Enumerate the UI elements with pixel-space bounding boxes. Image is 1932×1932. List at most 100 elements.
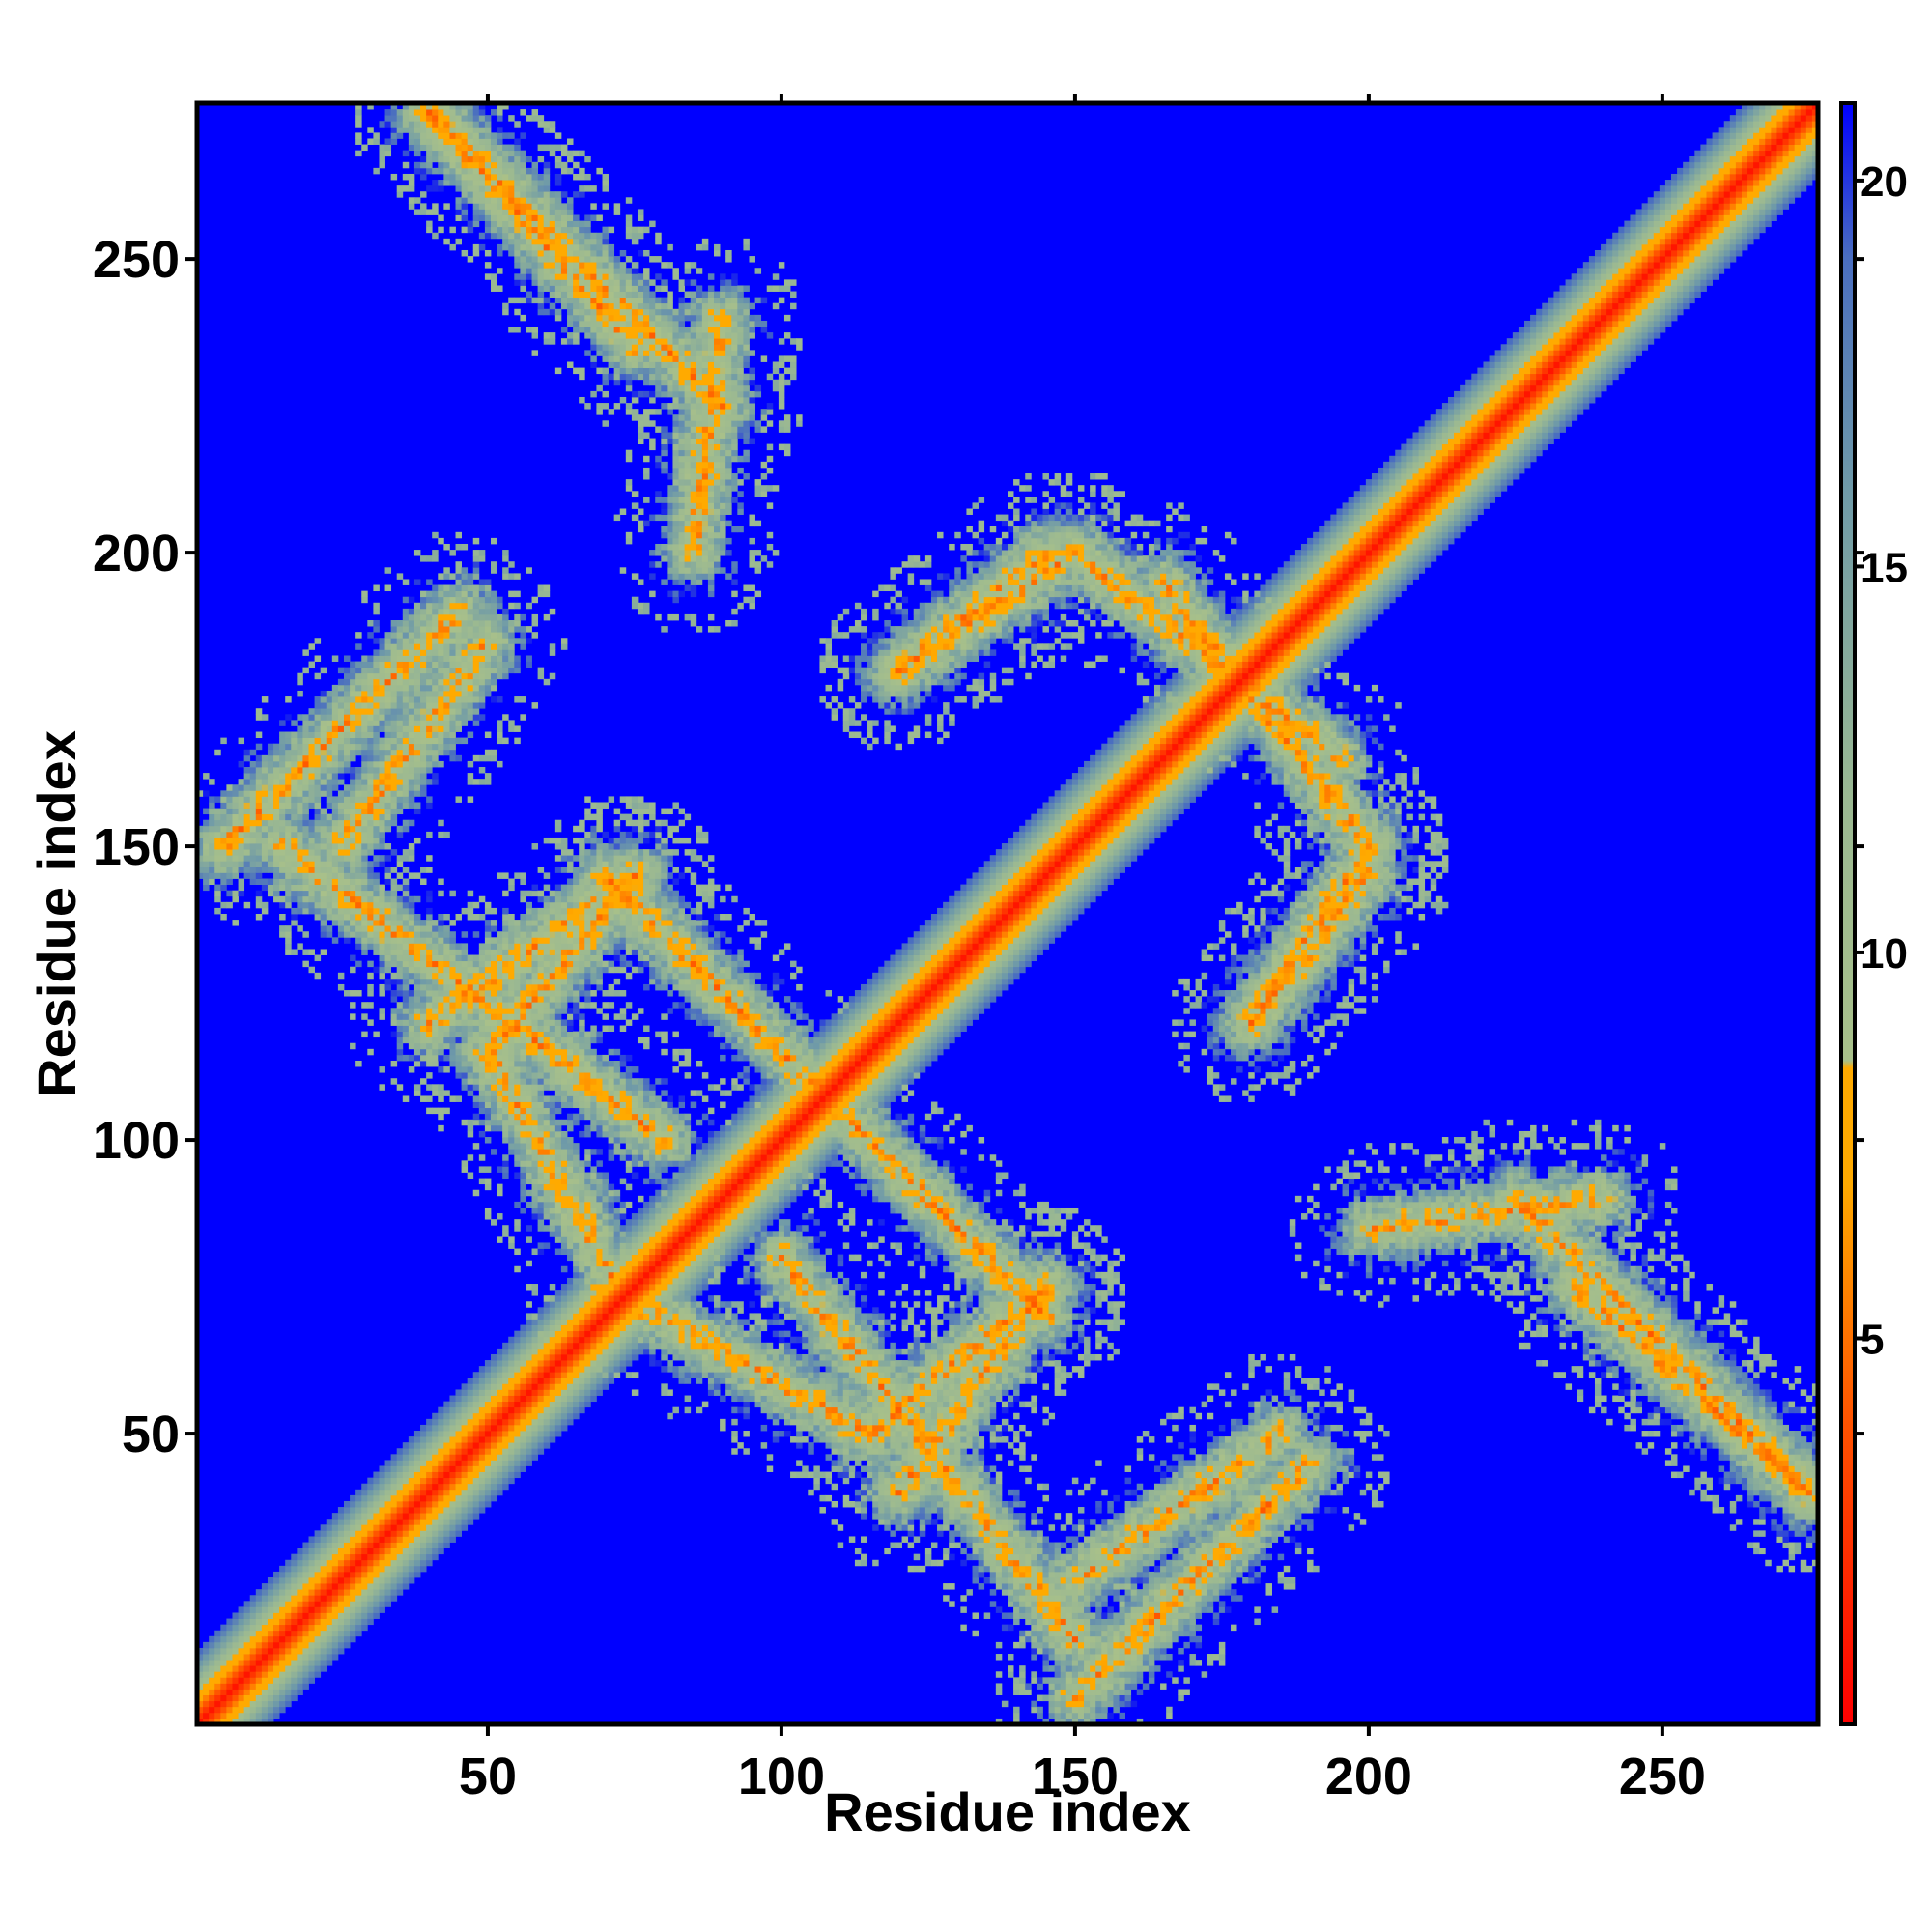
heatmap-cell xyxy=(332,1543,338,1548)
heatmap-cell xyxy=(502,1407,508,1413)
heatmap-cell xyxy=(332,796,338,802)
heatmap-cell xyxy=(426,1019,432,1025)
heatmap-cell xyxy=(420,1026,426,1032)
heatmap-cell xyxy=(479,197,485,203)
heatmap-cell xyxy=(479,1442,485,1448)
heatmap-cell xyxy=(502,1013,508,1019)
heatmap-cell xyxy=(508,1043,514,1049)
heatmap-cell xyxy=(538,1413,544,1419)
heatmap-cell xyxy=(449,109,455,115)
heatmap-cell xyxy=(473,138,479,144)
heatmap-cell xyxy=(379,861,384,867)
heatmap-cell xyxy=(256,838,262,843)
heatmap-cell xyxy=(291,1636,297,1642)
heatmap-cell xyxy=(262,1660,268,1665)
heatmap-cell xyxy=(332,838,338,843)
heatmap-cell xyxy=(285,738,291,744)
heatmap-cell xyxy=(443,1465,449,1471)
heatmap-cell xyxy=(502,1114,508,1120)
heatmap-cell xyxy=(302,1648,308,1654)
heatmap-cell xyxy=(438,914,443,920)
heatmap-cell xyxy=(479,1013,485,1019)
heatmap-cell xyxy=(426,626,432,632)
heatmap-cell xyxy=(485,1037,491,1043)
heatmap-cell xyxy=(432,168,438,174)
heatmap-cell xyxy=(385,1465,391,1471)
heatmap-cell xyxy=(462,132,468,138)
heatmap-cell xyxy=(550,1366,555,1372)
heatmap-cell xyxy=(391,685,397,691)
heatmap-cell xyxy=(327,1636,332,1642)
heatmap-cell xyxy=(279,767,285,773)
heatmap-cell xyxy=(403,826,409,832)
heatmap-cell xyxy=(268,761,273,767)
heatmap-cell xyxy=(414,714,420,720)
heatmap-cell xyxy=(302,1572,308,1577)
heatmap-cell xyxy=(479,1026,485,1032)
heatmap-cell xyxy=(502,620,508,626)
heatmap-cell xyxy=(485,943,491,949)
heatmap-cell xyxy=(550,338,555,344)
heatmap-cell xyxy=(473,679,479,685)
heatmap-cell xyxy=(473,156,479,162)
heatmap-cell xyxy=(462,197,468,203)
heatmap-cell xyxy=(239,855,244,861)
heatmap-cell xyxy=(209,796,214,802)
heatmap-cell xyxy=(497,961,502,967)
heatmap-cell xyxy=(285,773,291,779)
heatmap-cell xyxy=(321,843,327,849)
heatmap-cell xyxy=(502,649,508,655)
heatmap-cell xyxy=(420,649,426,655)
heatmap-cell xyxy=(250,1601,256,1606)
heatmap-cell xyxy=(479,109,485,115)
heatmap-cell xyxy=(432,127,438,132)
heatmap-cell xyxy=(438,750,443,755)
heatmap-cell xyxy=(468,902,473,908)
heatmap-cell xyxy=(426,1055,432,1061)
heatmap-cell xyxy=(327,761,332,767)
heatmap-cell xyxy=(379,802,384,808)
heatmap-cell xyxy=(432,1425,438,1431)
heatmap-cell xyxy=(367,838,373,843)
heatmap-cell xyxy=(538,1325,544,1331)
heatmap-cell xyxy=(468,1008,473,1013)
heatmap-cell xyxy=(262,826,268,832)
heatmap-cell xyxy=(473,673,479,679)
heatmap-cell xyxy=(432,1090,438,1095)
heatmap-cell xyxy=(550,1131,555,1137)
heatmap-cell xyxy=(532,233,538,239)
heatmap-cell xyxy=(332,820,338,826)
heatmap-cell xyxy=(468,1084,473,1090)
heatmap-cell xyxy=(520,1149,526,1154)
heatmap-cell xyxy=(532,1072,538,1078)
heatmap-cell xyxy=(379,151,384,156)
heatmap-cell xyxy=(443,544,449,550)
heatmap-cell xyxy=(514,151,520,156)
heatmap-cell xyxy=(315,1548,321,1554)
heatmap-cell xyxy=(397,855,403,861)
heatmap-cell xyxy=(214,1701,220,1707)
heatmap-cell xyxy=(332,720,338,725)
heatmap-cell xyxy=(273,1707,279,1713)
heatmap-cell xyxy=(432,920,438,925)
heatmap-cell xyxy=(309,949,315,954)
heatmap-cell xyxy=(550,1166,555,1172)
heatmap-cell xyxy=(426,1524,432,1530)
heatmap-cell xyxy=(355,861,361,867)
heatmap-cell xyxy=(385,802,391,808)
heatmap-cell xyxy=(449,750,455,755)
heatmap-cell xyxy=(391,691,397,696)
heatmap-cell xyxy=(462,609,468,614)
heatmap-cell xyxy=(432,1495,438,1501)
heatmap-cell xyxy=(462,1084,468,1090)
heatmap-cell xyxy=(344,896,350,902)
heatmap-cell xyxy=(473,1372,479,1378)
heatmap-cell xyxy=(262,714,268,720)
heatmap-cell xyxy=(520,215,526,221)
heatmap-cell xyxy=(508,180,514,185)
heatmap-cell xyxy=(355,673,361,679)
heatmap-cell xyxy=(544,1043,550,1049)
heatmap-cell xyxy=(350,802,355,808)
heatmap-cell xyxy=(262,1677,268,1683)
heatmap-cell xyxy=(361,1619,367,1625)
